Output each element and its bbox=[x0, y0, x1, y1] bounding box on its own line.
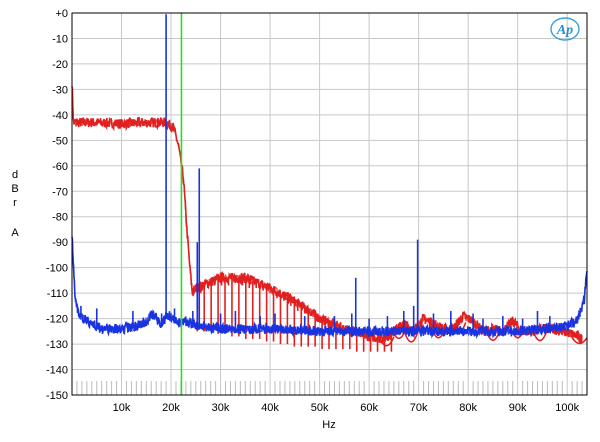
x-tick-label: 20k bbox=[162, 402, 180, 414]
ap-logo: Ap bbox=[550, 17, 580, 41]
y-tick-label: -130 bbox=[46, 339, 68, 351]
y-tick-label: -100 bbox=[46, 263, 68, 275]
y-tick-label: -90 bbox=[52, 237, 68, 249]
x-tick-label: 10k bbox=[113, 402, 131, 414]
series-dip bbox=[403, 329, 420, 343]
y-label-r: r bbox=[13, 197, 17, 209]
x-tick-label: 60k bbox=[360, 402, 378, 414]
y-tick-label: -120 bbox=[46, 314, 68, 326]
x-axis-ticks: 10k 20k 30k 40k 50k 60k 70k 80k 90k 100k bbox=[113, 402, 580, 414]
x-axis-label: Hz bbox=[322, 419, 335, 431]
series-dip bbox=[571, 337, 588, 345]
y-tick-label: -10 bbox=[52, 33, 68, 45]
y-tick-label: +0 bbox=[55, 8, 68, 20]
y-tick-label: -20 bbox=[52, 59, 68, 71]
y-tick-label: -30 bbox=[52, 84, 68, 96]
series-line-noise bbox=[71, 235, 588, 338]
y-axis-label: d B r A bbox=[11, 169, 19, 239]
x-tick-label: 70k bbox=[410, 402, 428, 414]
y-label-d: d bbox=[12, 169, 18, 181]
y-tick-label: -70 bbox=[52, 186, 68, 198]
x-tick-label: 90k bbox=[509, 402, 527, 414]
y-tick-label: -60 bbox=[52, 161, 68, 173]
series-dip bbox=[378, 336, 395, 347]
x-tick-label: 40k bbox=[261, 402, 279, 414]
plot-frame bbox=[71, 12, 588, 396]
y-tick-label: -140 bbox=[46, 365, 68, 377]
series-layer bbox=[71, 13, 588, 395]
x-tick-label: 30k bbox=[212, 402, 230, 414]
x-tick-label: 50k bbox=[311, 402, 329, 414]
x-tick-label: 100k bbox=[555, 402, 579, 414]
ap-logo-text: Ap bbox=[556, 23, 573, 38]
y-label-a: A bbox=[11, 227, 19, 239]
x-minor-ticks bbox=[76, 381, 583, 395]
y-tick-label: -40 bbox=[52, 110, 68, 122]
y-tick-label: -50 bbox=[52, 135, 68, 147]
y-tick-label: -150 bbox=[46, 390, 68, 402]
x-tick-label: 80k bbox=[459, 402, 477, 414]
series-line-noise bbox=[71, 85, 583, 344]
y-axis-ticks: +0 -10 -20 -30 -40 -50 -60 -70 -80 -90 -100 -110 -12… bbox=[46, 8, 68, 402]
series-1 bbox=[71, 14, 588, 340]
y-tick-label: -110 bbox=[47, 288, 68, 300]
y-label-b: B bbox=[11, 183, 18, 195]
y-tick-label: -80 bbox=[52, 212, 68, 224]
